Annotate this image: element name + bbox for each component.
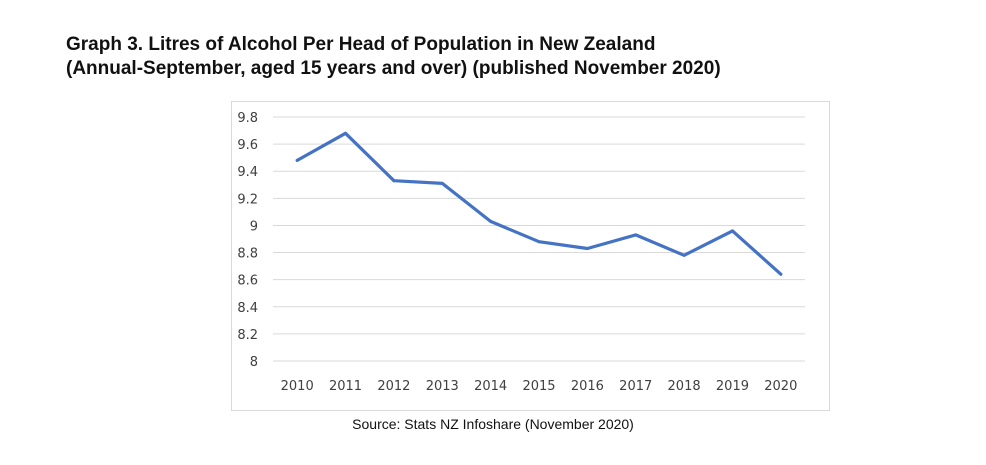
- y-tick-label: 9.4: [237, 165, 258, 180]
- data-point: [634, 233, 638, 237]
- x-tick-label: 2011: [329, 379, 362, 394]
- x-tick-label: 2012: [377, 379, 410, 394]
- data-point: [489, 219, 493, 223]
- x-tick-label: 2015: [522, 379, 555, 394]
- y-tick-label: 8: [250, 355, 258, 370]
- y-tick-label: 8.2: [237, 328, 258, 343]
- y-tick-label: 9.6: [237, 138, 258, 153]
- y-tick-label: 9.8: [237, 111, 258, 126]
- x-tick-label: 2016: [571, 379, 604, 394]
- x-tick-label: 2018: [668, 379, 701, 394]
- chart-title-line-2: (Annual-September, aged 15 years and ove…: [66, 58, 721, 79]
- y-tick-label: 8.4: [237, 301, 258, 316]
- gridlines: [273, 116, 805, 362]
- chart-area: [231, 101, 830, 411]
- x-tick-label: 2010: [281, 379, 314, 394]
- y-tick-label: 9.2: [237, 192, 258, 207]
- x-tick-label: 2017: [619, 379, 652, 394]
- chart-title: Graph 3. Litres of Alcohol Per Head of P…: [66, 33, 966, 81]
- source-note: Source: Stats NZ Infoshare (November 202…: [352, 416, 634, 432]
- series-line: [295, 131, 783, 276]
- x-tick-label: 2019: [716, 379, 749, 394]
- x-axis-tick-labels: 2010 2011 2012 2013 2014 2015 2016 2017 2018 2019…: [281, 379, 798, 394]
- data-point: [392, 179, 396, 183]
- data-point: [440, 181, 444, 185]
- x-tick-label: 2014: [474, 379, 507, 394]
- y-tick-label: 8.6: [237, 274, 258, 289]
- data-point: [537, 240, 541, 244]
- data-point: [344, 131, 348, 135]
- data-point: [730, 229, 734, 233]
- x-tick-label: 2013: [426, 379, 459, 394]
- data-point: [779, 272, 783, 276]
- data-point: [682, 253, 686, 257]
- y-tick-label: 9: [250, 219, 258, 234]
- data-point: [585, 246, 589, 250]
- y-axis-tick-labels: 9.8 9.6 9.4 9.2 9 8.8 8.6 8.4 8.2 8: [237, 111, 258, 370]
- x-tick-label: 2020: [764, 379, 797, 394]
- chart-title-line-1: Graph 3. Litres of Alcohol Per Head of P…: [66, 34, 656, 55]
- y-tick-label: 8.8: [237, 247, 258, 262]
- series-layer: [295, 131, 783, 276]
- data-point: [295, 158, 299, 162]
